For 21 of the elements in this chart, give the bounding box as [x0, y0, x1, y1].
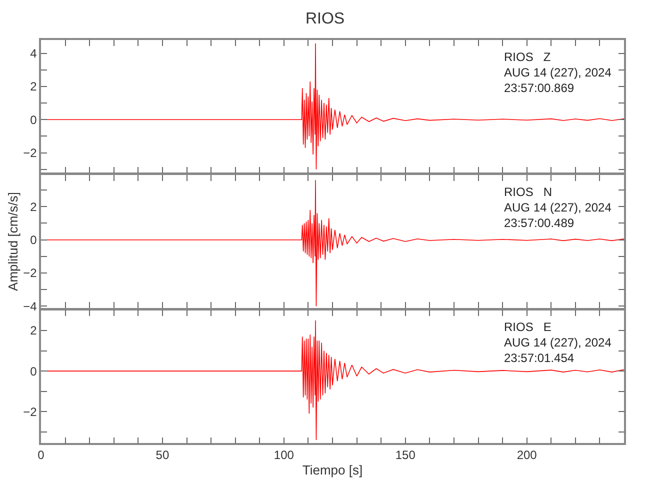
- x-tick-label: 150: [395, 448, 416, 462]
- annotation: RIOS E AUG 14 (227), 2024 23:57:01.454: [504, 320, 612, 366]
- y-tick-label: 4: [30, 46, 38, 60]
- y-tick-label: −2: [23, 266, 38, 280]
- y-tick-label: −4: [23, 299, 38, 314]
- y-tick-label: −2: [23, 404, 38, 419]
- y-tick-label: 0: [30, 364, 38, 378]
- y-tick-label: −2: [23, 146, 38, 160]
- y-tick-label: 0: [30, 112, 38, 127]
- y-axis-title: Amplitud [cm/s/s]: [6, 192, 21, 291]
- x-tick-label: 100: [274, 448, 294, 462]
- annotation: RIOS N AUG 14 (227), 2024 23:57:00.489: [504, 185, 612, 230]
- annotation: RIOS Z AUG 14 (227), 2024 23:57:00.869: [504, 50, 612, 96]
- x-tick-label: 50: [156, 448, 170, 462]
- y-tick-label: 0: [30, 233, 38, 248]
- y-tick-label: 2: [30, 80, 38, 94]
- chart-title: RIOS: [305, 10, 345, 28]
- y-tick-label: 2: [30, 200, 38, 214]
- x-axis-title: Tiempo [s]: [302, 462, 363, 478]
- y-tick-label: 2: [30, 324, 38, 338]
- x-tick-label: 200: [516, 448, 538, 462]
